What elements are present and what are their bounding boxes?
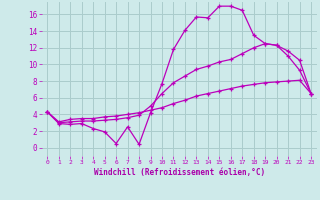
X-axis label: Windchill (Refroidissement éolien,°C): Windchill (Refroidissement éolien,°C) bbox=[94, 168, 265, 177]
